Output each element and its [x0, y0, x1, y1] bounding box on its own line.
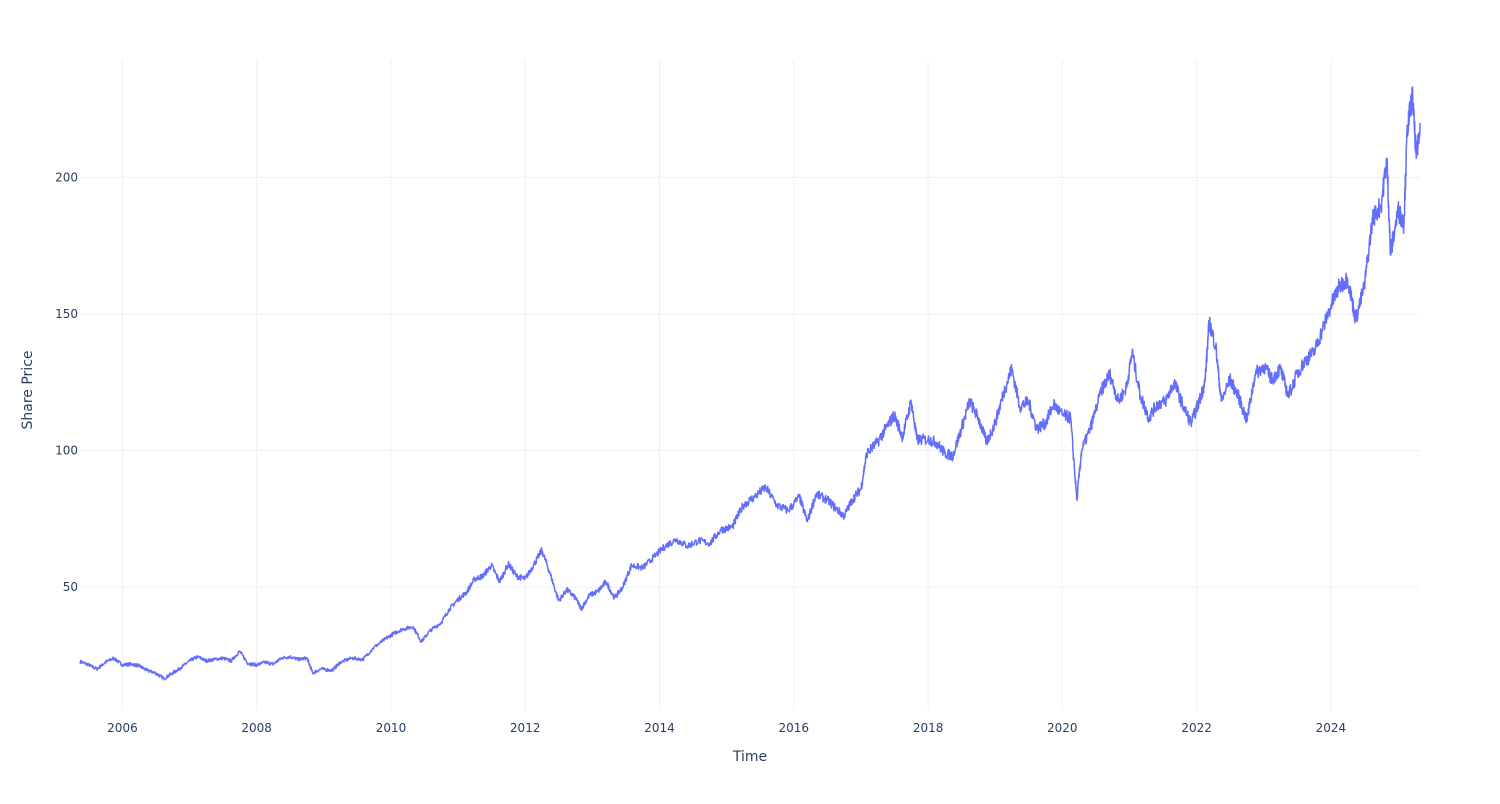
x-tick-label: 2008 — [241, 721, 272, 735]
x-tick-label: 2006 — [107, 721, 138, 735]
x-tick-labels: 2006 2008 2010 2012 2014 2016 2018 2020 2022 2024 — [107, 721, 1346, 735]
x-tick-label: 2024 — [1316, 721, 1347, 735]
y-tick-label: 100 — [55, 444, 78, 458]
x-tick-label: 2022 — [1181, 721, 1212, 735]
x-tick-label: 2010 — [376, 721, 407, 735]
series-layer — [79, 86, 1421, 681]
x-tick-label: 2014 — [644, 721, 675, 735]
x-gridlines — [121, 60, 1332, 710]
y-tick-label: 50 — [63, 580, 78, 594]
y-tick-label: 200 — [55, 170, 78, 184]
x-tick-label: 2016 — [778, 721, 809, 735]
x-tick-label: 2020 — [1047, 721, 1078, 735]
y-tick-label: 150 — [55, 307, 78, 321]
x-tick-label: 2018 — [913, 721, 944, 735]
y-gridlines — [80, 176, 1420, 588]
y-axis-title: Share Price — [20, 350, 36, 429]
y-tick-labels: 50 100 150 200 — [55, 170, 78, 594]
series-line — [79, 86, 1421, 681]
x-tick-label: 2012 — [510, 721, 541, 735]
x-axis-title: Time — [732, 749, 767, 765]
